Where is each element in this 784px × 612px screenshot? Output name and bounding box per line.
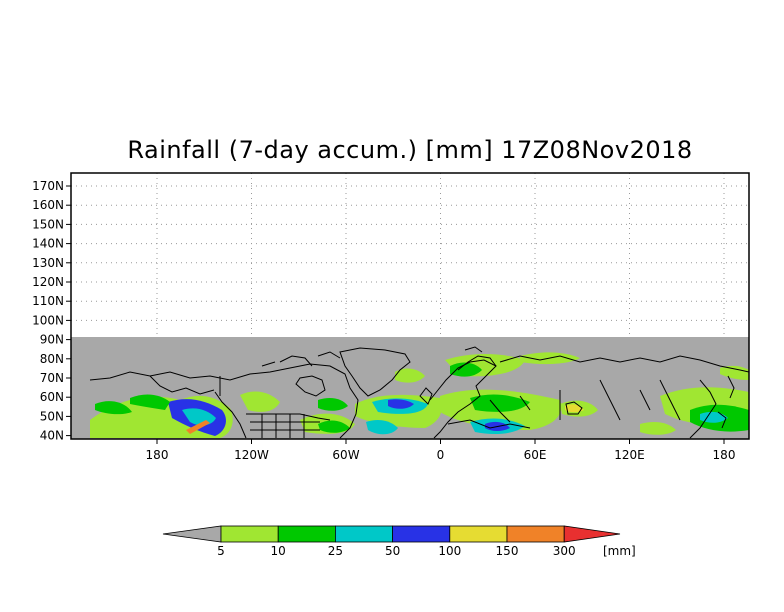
- lat-tick-label: 160N: [32, 198, 64, 212]
- precip-hudson: [318, 398, 348, 411]
- lat-tick-label: 130N: [32, 256, 64, 270]
- lat-tick-label: 150N: [32, 217, 64, 231]
- precip-heavy-streak: [186, 420, 210, 434]
- coast-alaska: [149, 375, 215, 395]
- colorbar-bin: [277, 525, 336, 543]
- lat-tick-label: 50N: [40, 409, 64, 423]
- coast-greenland: [339, 347, 411, 397]
- coast-svalbard: [464, 346, 483, 353]
- colorbar-tick-label: 5: [217, 544, 225, 558]
- precip-iceland: [395, 368, 425, 383]
- lon-tick-label: 60W: [332, 448, 359, 462]
- colorbar-tick-label: 300: [553, 544, 576, 558]
- coast-japan: [717, 411, 727, 429]
- coast-hudson-bay: [295, 375, 326, 397]
- coast-kamchatka: [727, 375, 735, 399]
- lat-tick-label: 110N: [32, 294, 64, 308]
- colorbar-bin: [506, 525, 565, 543]
- lon-tick-label: 60E: [524, 448, 547, 462]
- coast-scandinavia: [457, 355, 497, 371]
- lat-tick-label: 80N: [40, 352, 64, 366]
- colorbar-unit: [mm]: [603, 544, 636, 558]
- colorbar-tick-label: 100: [438, 544, 461, 558]
- colorbar-above-triangle: [563, 525, 621, 543]
- colorbar-bin: [334, 525, 393, 543]
- coastlines: [89, 346, 749, 439]
- lon-tick-label: 180: [713, 448, 736, 462]
- lat-tick-label: 90N: [40, 333, 64, 347]
- precip-norway: [450, 362, 482, 377]
- lon-tick-label: 0: [437, 448, 445, 462]
- colorbar-tick-label: 25: [328, 544, 343, 558]
- lon-tick-label: 120W: [234, 448, 269, 462]
- lat-tick-label: 120N: [32, 275, 64, 289]
- precip-china: [640, 422, 676, 435]
- precip-subtropical-atlantic: [366, 420, 398, 435]
- plot-frame: [70, 172, 750, 440]
- latitude-axis: 170N 160N 150N 140N 130N 120N 110N 100N 90N 80N 70…: [32, 179, 71, 443]
- precip-canada-west: [240, 391, 280, 412]
- lat-tick-label: 70N: [40, 371, 64, 385]
- precip-kamchatka: [720, 365, 749, 380]
- coast-arctic-islands: [261, 351, 341, 367]
- lat-tick-label: 170N: [32, 179, 64, 193]
- precip-northeast-us: [318, 420, 350, 433]
- precip-aleutians: [130, 394, 170, 410]
- coast-west-north-america: [214, 391, 247, 439]
- coast-east-asia: [689, 379, 717, 439]
- colorbar-below-triangle: [162, 525, 222, 543]
- precip-atlantic-heavy: [388, 399, 414, 409]
- lat-tick-label: 140N: [32, 237, 64, 251]
- lat-tick-label: 60N: [40, 390, 64, 404]
- colorbar-bin: [449, 525, 508, 543]
- coast-mediterranean: [447, 419, 531, 429]
- lat-tick-label: 100N: [32, 313, 64, 327]
- coast-britain: [419, 387, 433, 405]
- map-title: Rainfall (7-day accum.) [mm] 17Z08Nov201…: [127, 136, 693, 164]
- colorbar-tick-label: 50: [385, 544, 400, 558]
- grid-lines: [71, 173, 749, 337]
- longitude-axis: 180 120W 60W 0 60E 120E 180: [146, 439, 736, 462]
- borders-eurasia: [489, 379, 681, 423]
- border-us-states: [250, 414, 320, 438]
- lat-tick-label: 40N: [40, 429, 64, 443]
- coast-europe: [429, 359, 497, 439]
- colorbar-bin: [220, 525, 279, 543]
- rainfall-field: [90, 352, 749, 438]
- coast-siberia: [499, 355, 749, 373]
- colorbar-tick-label: 10: [271, 544, 286, 558]
- precip-bering: [95, 401, 132, 415]
- lon-tick-label: 120E: [614, 448, 645, 462]
- precip-europe-core: [470, 394, 530, 412]
- coast-caspian: [565, 401, 583, 415]
- lon-tick-label: 180: [146, 448, 169, 462]
- colorbar-tick-label: 150: [496, 544, 519, 558]
- colorbar-bin: [392, 525, 451, 543]
